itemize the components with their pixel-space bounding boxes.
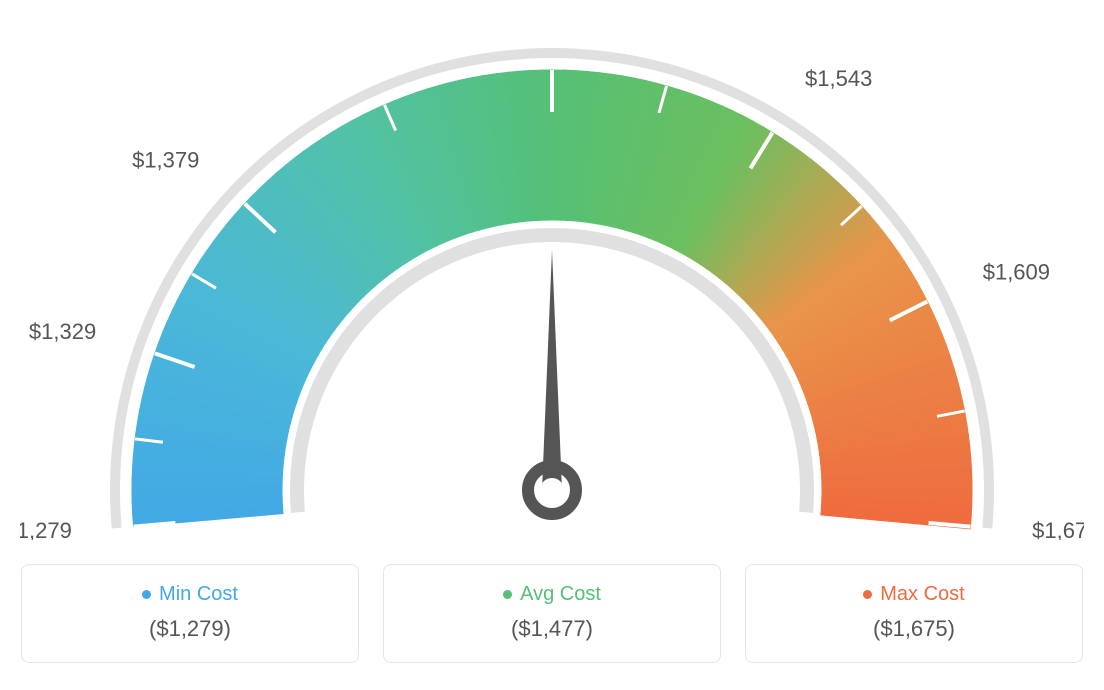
min-cost-value: ($1,279) [42, 616, 338, 642]
max-cost-card: Max Cost ($1,675) [745, 564, 1083, 663]
gauge-tick-label: $1,609 [983, 260, 1050, 285]
gauge-tick-label: $1,675 [1032, 518, 1084, 540]
avg-cost-label-row: Avg Cost [404, 583, 700, 606]
min-cost-dot-icon [142, 590, 151, 599]
gauge-tick-label: $1,279 [20, 518, 72, 540]
summary-cards: Min Cost ($1,279) Avg Cost ($1,477) Max … [20, 564, 1084, 663]
min-cost-label: Min Cost [159, 583, 238, 606]
max-cost-label: Max Cost [880, 583, 964, 606]
chart-container: $1,279$1,329$1,379$1,477$1,543$1,609$1,6… [20, 20, 1084, 663]
max-cost-label-row: Max Cost [766, 583, 1062, 606]
avg-cost-value: ($1,477) [404, 616, 700, 642]
min-cost-card: Min Cost ($1,279) [21, 564, 359, 663]
gauge-tick-label: $1,329 [29, 319, 96, 344]
avg-cost-card: Avg Cost ($1,477) [383, 564, 721, 663]
gauge-chart: $1,279$1,329$1,379$1,477$1,543$1,609$1,6… [20, 20, 1084, 540]
max-cost-value: ($1,675) [766, 616, 1062, 642]
avg-cost-dot-icon [503, 590, 512, 599]
gauge-tick-label: $1,379 [132, 147, 199, 172]
gauge-needle [542, 250, 562, 490]
gauge-needle-hub-inner [540, 478, 564, 502]
avg-cost-label: Avg Cost [520, 583, 601, 606]
gauge-svg: $1,279$1,329$1,379$1,477$1,543$1,609$1,6… [20, 20, 1084, 540]
max-cost-dot-icon [863, 590, 872, 599]
min-cost-label-row: Min Cost [42, 583, 338, 606]
gauge-tick-label: $1,543 [805, 66, 872, 91]
